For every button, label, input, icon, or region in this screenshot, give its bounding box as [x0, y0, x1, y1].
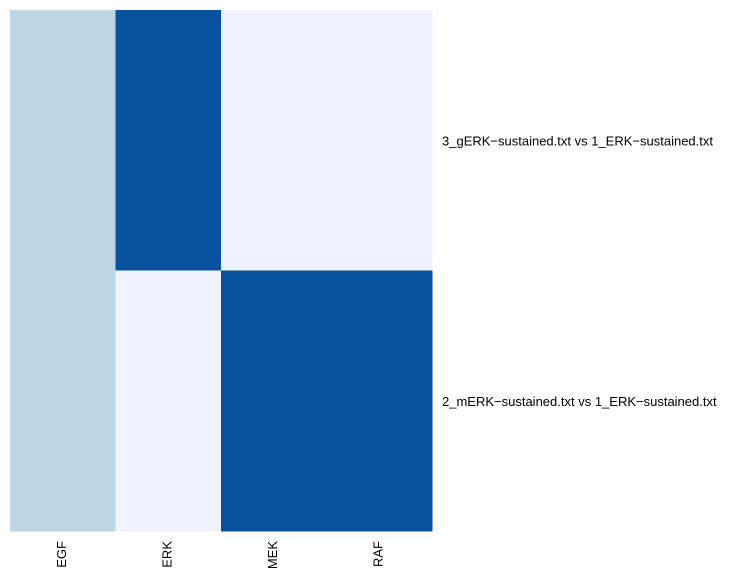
heatmap-cell-r1-c1: [115, 270, 222, 532]
heatmap-cell-r0-c1: [115, 10, 222, 271]
column-label-egf: EGF: [54, 541, 69, 568]
heatmap-cell-r0-c3: [326, 10, 433, 271]
column-label-mek: MEK: [265, 541, 280, 570]
column-label-raf: RAF: [371, 541, 386, 567]
column-label-erk: ERK: [160, 541, 175, 568]
row-label: 2_mERK−sustained.txt vs 1_ERK−sustained.…: [442, 394, 717, 409]
heatmap-cell-r0-c2: [221, 10, 327, 271]
row-labels: 3_gERK−sustained.txt vs 1_ERK−sustained.…: [442, 133, 717, 409]
heatmap-cell-r1-c2: [221, 270, 327, 532]
heatmap-cell-r0-c0: [10, 10, 116, 271]
heatmap-cell-r1-c3: [326, 270, 433, 532]
heatmap-cells: [10, 10, 433, 532]
heatmap-cell-r1-c0: [10, 270, 116, 532]
row-label: 3_gERK−sustained.txt vs 1_ERK−sustained.…: [442, 133, 713, 148]
column-labels: EGF ERK MEK RAF: [54, 541, 386, 570]
